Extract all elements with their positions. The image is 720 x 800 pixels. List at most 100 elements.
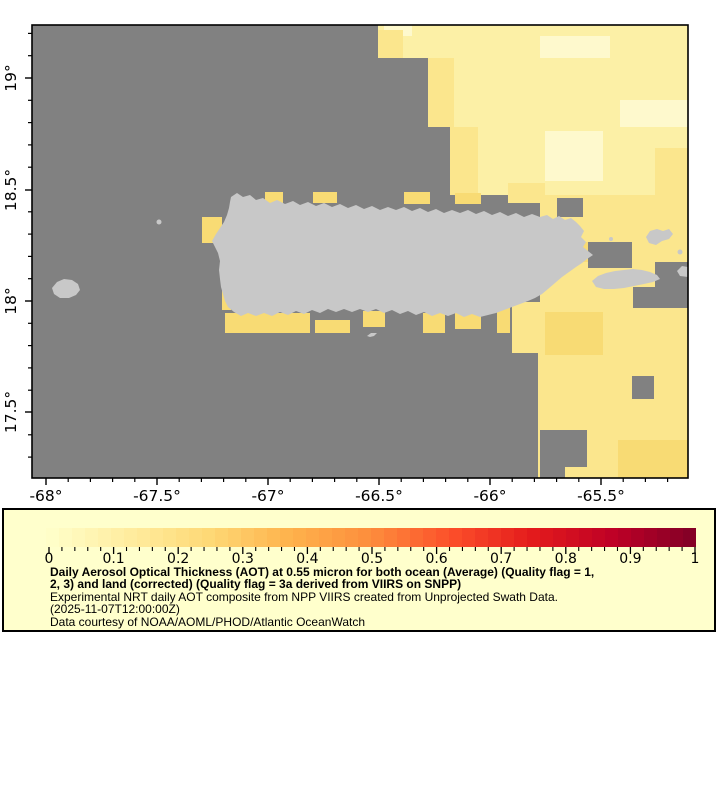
caption-description: Experimental NRT daily AOT composite fro… bbox=[50, 589, 558, 604]
aot-cell bbox=[378, 25, 688, 58]
colorbar-segment bbox=[631, 528, 644, 547]
map-plot: -68° -67.5° -67° -66.5° -66° -65.5° 19° 18.5° 18… bbox=[2, 24, 689, 505]
colorbar-segment bbox=[644, 528, 657, 547]
colorbar-segment bbox=[566, 528, 579, 547]
colorbar-segment bbox=[397, 528, 410, 547]
colorbar-segment bbox=[345, 528, 358, 547]
colorbar-tick-label: 0.3 bbox=[231, 551, 254, 567]
colorbar-segment bbox=[501, 528, 514, 547]
colorbar-segment bbox=[319, 528, 332, 547]
colorbar-segment bbox=[332, 528, 345, 547]
aot-cell bbox=[497, 306, 510, 333]
aot-cell bbox=[313, 192, 337, 203]
aot-cell bbox=[508, 195, 545, 203]
colorbar-segment bbox=[85, 528, 98, 547]
colorbar-segment bbox=[423, 528, 436, 547]
colorbar-segment bbox=[59, 528, 72, 547]
map-frame bbox=[31, 24, 689, 479]
colorbar-tick-label: 0.5 bbox=[360, 551, 384, 567]
colorbar-segment bbox=[384, 528, 397, 547]
island-islet-ne bbox=[677, 249, 683, 255]
x-axis-tick-label: -67° bbox=[251, 487, 284, 505]
colorbar-segment bbox=[267, 528, 280, 547]
colorbar-segment bbox=[98, 528, 111, 547]
colorbar-segment bbox=[462, 528, 475, 547]
island-cay bbox=[367, 333, 377, 337]
aot-cell bbox=[618, 440, 688, 478]
colorbar-tick-label: 0.7 bbox=[490, 551, 513, 567]
colorbar-tick-label: 0.1 bbox=[102, 551, 125, 567]
colorbar-segment bbox=[111, 528, 124, 547]
aot-cell bbox=[428, 58, 454, 127]
island-puerto-rico bbox=[212, 193, 593, 317]
colorbar-segment bbox=[579, 528, 592, 547]
caption-title-line-2: 2, 3) and land (corrected) (Quality flag… bbox=[50, 577, 462, 592]
colorbar-segment bbox=[657, 528, 670, 547]
colorbar-segment bbox=[592, 528, 605, 547]
y-axis-tick-label: 19° bbox=[2, 64, 20, 91]
aot-cell bbox=[455, 193, 481, 204]
colorbar-segment bbox=[436, 528, 449, 547]
no-data-cell bbox=[588, 242, 632, 268]
x-axis-tick-label: -67.5° bbox=[133, 487, 181, 505]
colorbar-segment bbox=[306, 528, 319, 547]
aot-cell bbox=[655, 148, 688, 195]
colorbar-segment bbox=[176, 528, 189, 547]
y-axis-tick-label: 18° bbox=[2, 287, 20, 314]
caption-title-line-1: Daily Aerosol Optical Thickness (AOT) at… bbox=[50, 565, 595, 579]
colorbar-segment bbox=[410, 528, 423, 547]
colorbar-segment bbox=[293, 528, 306, 547]
island-st-thomas-edge bbox=[677, 266, 688, 277]
aot-cell bbox=[540, 36, 610, 58]
colorbar-tick-label: 0.6 bbox=[425, 551, 448, 567]
x-axis-tick-label: -68° bbox=[29, 487, 62, 505]
colorbar-tick-label: 0.8 bbox=[554, 551, 577, 567]
colorbar-segment bbox=[527, 528, 540, 547]
legend-caption: Daily Aerosol Optical Thickness (AOT) at… bbox=[50, 566, 594, 628]
colorbar-segment bbox=[150, 528, 163, 547]
y-axis-tick-label: 17.5° bbox=[2, 391, 20, 433]
colorbar-segment bbox=[683, 528, 696, 547]
colorbar-segment bbox=[254, 528, 267, 547]
aot-cell bbox=[545, 131, 603, 181]
aot-cell bbox=[225, 313, 310, 333]
colorbar-segment bbox=[215, 528, 228, 547]
aot-cell bbox=[404, 192, 430, 204]
caption-courtesy: Data courtesy of NOAA/AOML/PHOD/Atlantic… bbox=[50, 614, 365, 629]
aot-cell bbox=[363, 311, 385, 327]
aot-cell bbox=[423, 313, 445, 333]
colorbar-tick-label: 0.4 bbox=[296, 551, 319, 567]
colorbar-segment bbox=[358, 528, 371, 547]
colorbar-segment bbox=[46, 528, 59, 547]
aot-cell bbox=[508, 183, 545, 197]
colorbar-segment bbox=[514, 528, 527, 547]
aot-cell bbox=[265, 192, 283, 203]
aot-cell bbox=[620, 100, 688, 128]
map-data-layer bbox=[32, 25, 688, 478]
colorbar-segment bbox=[228, 528, 241, 547]
x-axis-tick-label: -66° bbox=[473, 487, 506, 505]
colorbar bbox=[46, 528, 696, 547]
colorbar-segment bbox=[137, 528, 150, 547]
colorbar-segment bbox=[280, 528, 293, 547]
colorbar-segment bbox=[605, 528, 618, 547]
no-data-cell bbox=[563, 430, 587, 467]
colorbar-segment bbox=[163, 528, 176, 547]
colorbar-segment bbox=[618, 528, 631, 547]
no-data-cell bbox=[557, 198, 583, 217]
no-data-cell bbox=[633, 287, 677, 308]
colorbar-segment bbox=[189, 528, 202, 547]
colorbar-tick-label: 0 bbox=[44, 551, 54, 567]
island-desecheo bbox=[156, 219, 162, 225]
aot-cell bbox=[450, 127, 478, 195]
colorbar-segment bbox=[553, 528, 566, 547]
colorbar-segment bbox=[124, 528, 137, 547]
colorbar-segment bbox=[540, 528, 553, 547]
island-culebra bbox=[646, 229, 673, 245]
x-axis-tick-label: -66.5° bbox=[355, 487, 403, 505]
colorbar-segment bbox=[488, 528, 501, 547]
colorbar-tick-label: 1 bbox=[690, 551, 700, 567]
colorbar-segment bbox=[241, 528, 254, 547]
colorbar-segment bbox=[670, 528, 683, 547]
island-mona bbox=[52, 279, 80, 298]
